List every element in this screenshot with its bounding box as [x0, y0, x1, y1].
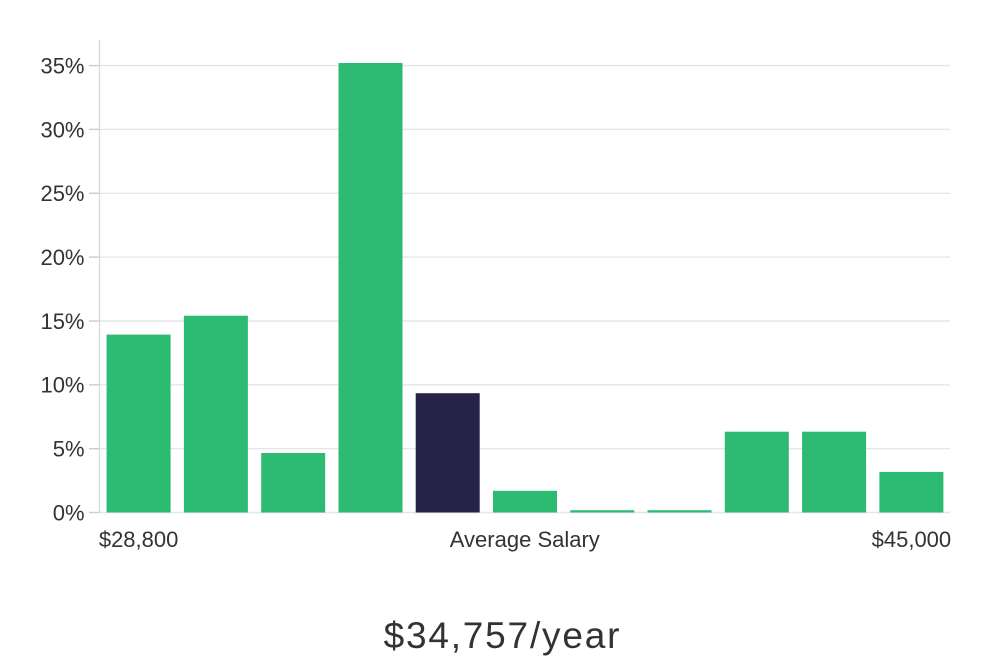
- svg-text:$34,757/year: $34,757/year: [384, 615, 622, 656]
- svg-text:0%: 0%: [53, 500, 85, 525]
- svg-text:20%: 20%: [40, 245, 84, 270]
- svg-text:5%: 5%: [53, 437, 85, 462]
- svg-text:15%: 15%: [40, 309, 84, 334]
- svg-text:10%: 10%: [40, 373, 84, 398]
- svg-text:35%: 35%: [40, 54, 84, 79]
- svg-text:Average Salary: Average Salary: [450, 527, 600, 552]
- svg-text:$28,800: $28,800: [99, 527, 179, 552]
- svg-text:$45,000: $45,000: [872, 527, 952, 552]
- svg-text:30%: 30%: [40, 117, 84, 142]
- svg-text:25%: 25%: [40, 181, 84, 206]
